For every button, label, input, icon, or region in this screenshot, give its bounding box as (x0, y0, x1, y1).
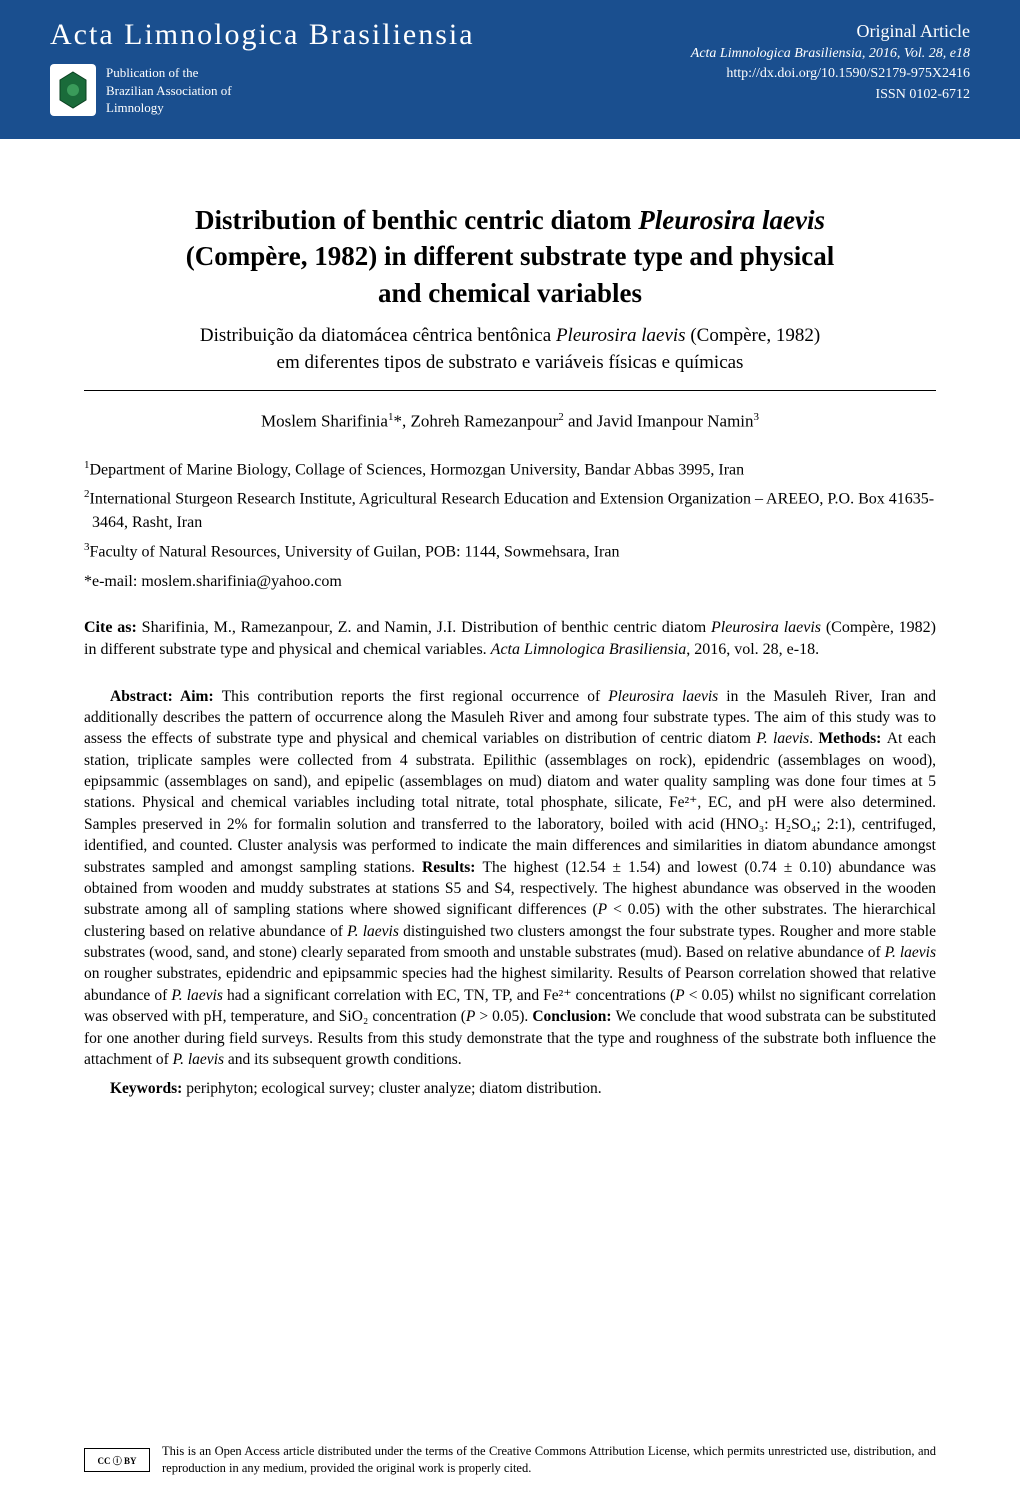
affiliation-1: 1Department of Marine Biology, Collage o… (84, 458, 936, 482)
title-line2: (Compère, 1982) in different substrate t… (186, 241, 835, 271)
res-p3: P (466, 1008, 475, 1025)
affiliation-2: 2International Sturgeon Research Institu… (84, 487, 936, 534)
aff2-text: International Sturgeon Research Institut… (90, 491, 935, 531)
cc-badge-text: CC ⓘ BY (97, 1454, 136, 1467)
divider-rule (84, 390, 936, 391)
res-sp5: P. laevis (171, 987, 223, 1004)
methods-label: Methods: (818, 730, 886, 747)
issn: ISSN 0102-6712 (691, 85, 970, 105)
cite-as-block: Cite as: Sharifinia, M., Ramezanpour, Z.… (84, 617, 936, 662)
email-label: *e-mail: (84, 573, 141, 590)
affiliation-3: 3Faculty of Natural Resources, Universit… (84, 540, 936, 564)
res-t4: had a significant correlation with EC, T… (223, 987, 675, 1004)
article-type: Original Article (691, 18, 970, 44)
aim-t1: This contribution reports the first regi… (222, 688, 609, 705)
author2: Zohreh Ramezanpour (410, 412, 558, 431)
sep2: and (564, 412, 597, 431)
author3-sup: 3 (754, 411, 760, 423)
abstract-label: Abstract: Aim: (110, 688, 222, 705)
citeas-t3: , 2016, vol. 28, e-18. (686, 641, 819, 658)
pub-line2: Brazilian Association of (106, 82, 232, 100)
title-species: Pleurosira laevis (638, 205, 825, 235)
subtitle-portuguese: Distribuição da diatomácea cêntrica bent… (84, 323, 936, 376)
header-left: Acta Limnologica Brasiliensia Publicatio… (50, 18, 475, 117)
aim-sp1: Pleurosira laevis (608, 688, 718, 705)
logo-sub-block: Publication of the Brazilian Association… (50, 64, 475, 117)
pub-line1: Publication of the (106, 64, 232, 82)
keywords-line: Keywords: periphyton; ecological survey;… (84, 1078, 936, 1099)
results-label: Results: (422, 859, 482, 876)
citation-line: Acta Limnologica Brasiliensia, 2016, Vol… (691, 44, 970, 64)
subtitle-pt-species: Pleurosira laevis (556, 325, 686, 346)
subtitle-pt-2: em diferentes tipos de substrato e variá… (277, 352, 744, 373)
citeas-journal: Acta Limnologica Brasiliensia (491, 641, 687, 658)
email-value[interactable]: moslem.sharifinia@yahoo.com (141, 573, 341, 590)
cc-by-icon: CC ⓘ BY (84, 1448, 150, 1472)
aff3-text: Faculty of Natural Resources, University… (90, 543, 620, 560)
author1: Moslem Sharifinia (261, 412, 388, 431)
author3: Javid Imanpour Namin (597, 412, 754, 431)
affiliations: 1Department of Marine Biology, Collage o… (84, 458, 936, 593)
conclusion-label: Conclusion: (532, 1008, 615, 1025)
license-footer: CC ⓘ BY This is an Open Access article d… (84, 1443, 936, 1477)
res-p2: P (675, 987, 684, 1004)
keywords-label: Keywords: (110, 1080, 186, 1097)
license-text: This is an Open Access article distribut… (162, 1443, 936, 1477)
doi-link[interactable]: http://dx.doi.org/10.1590/S2179-975X2416 (691, 64, 970, 84)
aim-sp2: P. laevis (756, 730, 809, 747)
article-title: Distribution of benthic centric diatom P… (84, 202, 936, 311)
subtitle-pt-1c: (Compère, 1982) (686, 325, 821, 346)
authors-line: Moslem Sharifinia1*, Zohreh Ramezanpour2… (84, 411, 936, 432)
res-sp3: P. laevis (347, 923, 399, 940)
journal-header: Acta Limnologica Brasiliensia Publicatio… (0, 0, 1020, 142)
association-logo-icon (50, 64, 96, 116)
citeas-t1: Sharifinia, M., Ramezanpour, Z. and Nami… (142, 619, 711, 636)
article-content: Distribution of benthic centric diatom P… (0, 142, 1020, 1100)
methods-text: At each station, triplicate samples were… (84, 730, 936, 875)
res-t4c: > 0.05). (475, 1008, 532, 1025)
abstract-body: Abstract: Aim: This contribution reports… (84, 686, 936, 1071)
subtitle-pt-1a: Distribuição da diatomácea cêntrica bent… (200, 325, 556, 346)
title-line3: and chemical variables (378, 278, 642, 308)
pub-line3: Limnology (106, 99, 232, 117)
res-p1: P (598, 901, 607, 918)
journal-logo-text: Acta Limnologica Brasiliensia (50, 18, 475, 52)
concl-t2: and its subsequent growth conditions. (224, 1051, 462, 1068)
publication-text: Publication of the Brazilian Association… (106, 64, 232, 117)
citeas-sp: Pleurosira laevis (711, 619, 821, 636)
title-part1: Distribution of benthic centric diatom (195, 205, 638, 235)
concl-sp6: P. laevis (173, 1051, 224, 1068)
citeas-label: Cite as: (84, 619, 142, 636)
header-right: Original Article Acta Limnologica Brasil… (691, 18, 970, 105)
abstract-block: Abstract: Aim: This contribution reports… (84, 686, 936, 1100)
corresponding-email: *e-mail: moslem.sharifinia@yahoo.com (84, 570, 936, 593)
keywords-text: periphyton; ecological survey; cluster a… (186, 1080, 601, 1097)
res-sp4: P. laevis (885, 944, 936, 961)
aff1-text: Department of Marine Biology, Collage of… (90, 461, 745, 478)
author1-star: * (393, 412, 402, 431)
